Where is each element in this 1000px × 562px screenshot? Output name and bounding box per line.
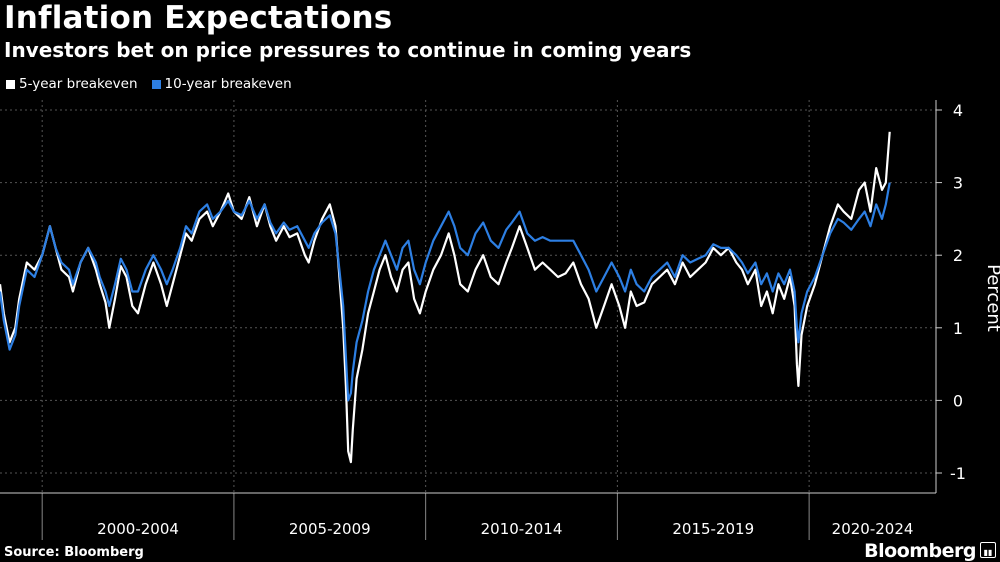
legend-label-5y: 5-year breakeven xyxy=(19,76,138,92)
legend-swatch-10y xyxy=(151,79,161,89)
x-category-label: 2005-2009 xyxy=(289,520,371,538)
chart-subtitle: Investors bet on price pressures to cont… xyxy=(4,38,692,62)
y-tick-label: 4 xyxy=(953,101,963,120)
legend: 5-year breakeven 10-year breakeven xyxy=(6,76,292,92)
x-category-label: 2000-2004 xyxy=(97,520,179,538)
y-tick-label: 1 xyxy=(953,319,963,338)
legend-item-10y: 10-year breakeven xyxy=(151,76,292,92)
y-tick-label: -1 xyxy=(950,464,966,483)
series-line-10y xyxy=(0,182,891,402)
x-category-label: 2015-2019 xyxy=(672,520,754,538)
series-line-5y xyxy=(0,131,891,464)
legend-item-5y: 5-year breakeven xyxy=(6,76,138,92)
y-tick-label: 0 xyxy=(953,391,963,410)
chart-title: Inflation Expectations xyxy=(4,0,393,36)
bloomberg-chart-icon: ▮▮ xyxy=(980,542,996,558)
y-tick-label: 2 xyxy=(953,246,963,265)
brand-logo: Bloomberg xyxy=(864,540,976,562)
legend-swatch-5y xyxy=(6,79,15,89)
source-note: Source: Bloomberg xyxy=(4,545,144,560)
x-category-label: 2010-2014 xyxy=(481,520,563,538)
x-category-label: 2020-2024 xyxy=(832,520,914,538)
legend-label-10y: 10-year breakeven xyxy=(164,76,292,92)
y-axis-title: Percent xyxy=(983,264,1000,332)
y-tick-label: 3 xyxy=(953,174,963,193)
